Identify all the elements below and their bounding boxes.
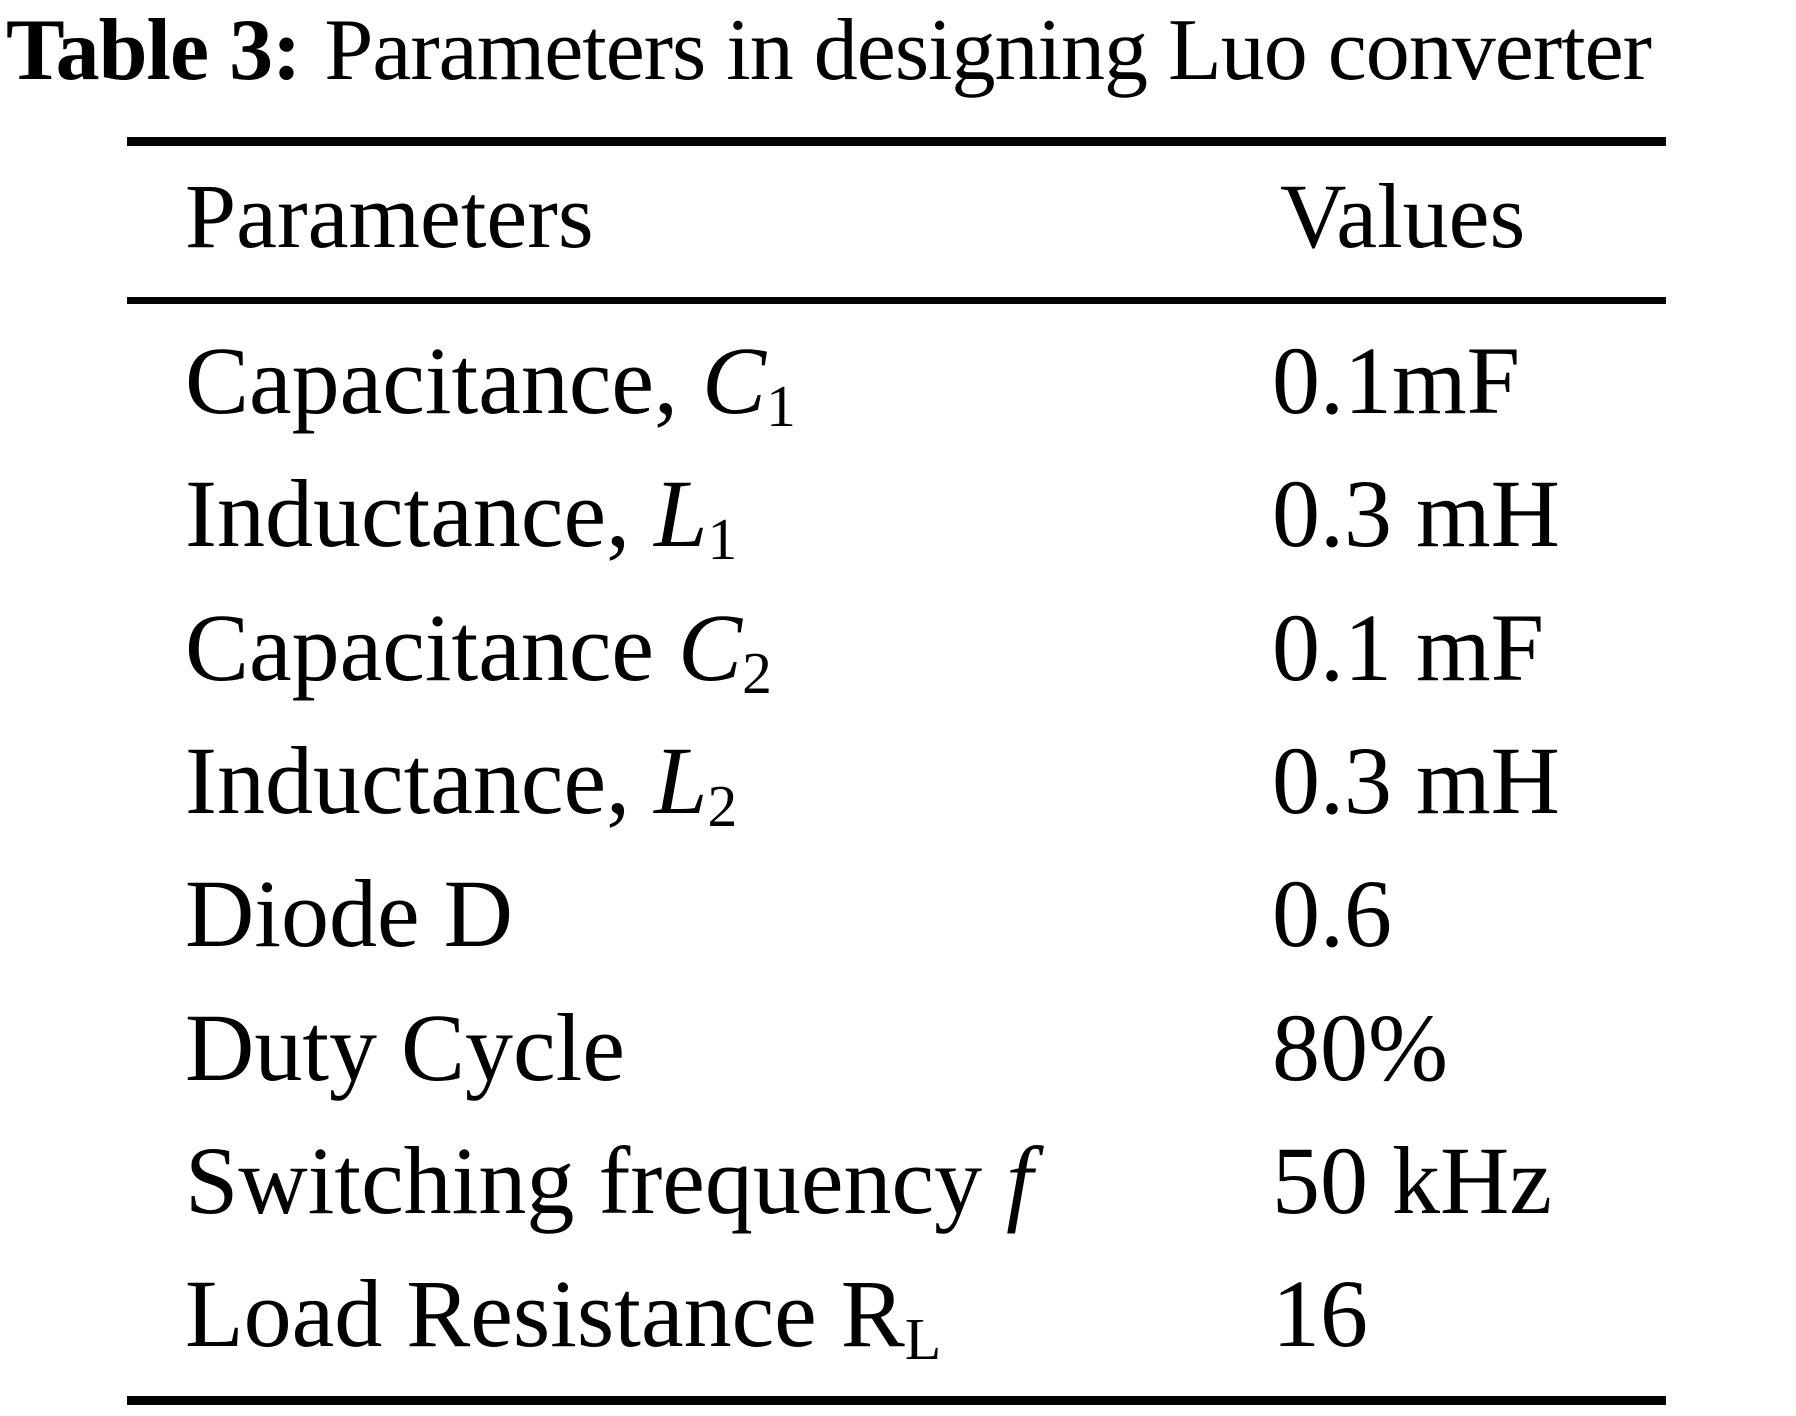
parameter-symbol: L [654, 727, 708, 834]
parameter-subscript: L [904, 1306, 942, 1373]
table-caption: Table 3: Parameters in designing Luo conv… [6, 2, 1652, 101]
parameter-label: Switching frequency [185, 1127, 1007, 1234]
parameter-cell: Capacitance C2 [185, 600, 772, 703]
parameter-subscript: 1 [707, 506, 738, 573]
parameter-cell: Switching frequency f [185, 1133, 1033, 1229]
value-cell: 0.1 mF [1272, 594, 1545, 701]
parameter-subscript: 2 [742, 640, 772, 707]
parameter-label: Load Resistance R [185, 1260, 905, 1367]
table-top-rule [127, 137, 1666, 146]
column-header-values: Values [1280, 165, 1526, 267]
parameter-subscript: 2 [707, 773, 738, 840]
table-row: Diode D 0.6 [0, 866, 1796, 1000]
parameter-label: Capacitance, [185, 327, 703, 434]
value-cell: 16 [1272, 1260, 1368, 1367]
value-cell: 50 kHz [1272, 1127, 1552, 1234]
table-row: Duty Cycle 80% [0, 1000, 1796, 1134]
parameter-label: Inductance, [185, 727, 655, 834]
parameter-label: Capacitance [185, 594, 679, 701]
parameter-cell: Duty Cycle [185, 1000, 625, 1096]
table-row: Switching frequency f 50 kHz [0, 1133, 1796, 1267]
value-cell: 80% [1272, 994, 1448, 1101]
table-row: Capacitance C2 0.1 mF [0, 600, 1796, 734]
parameter-cell: Capacitance, C1 [185, 333, 796, 436]
table-row: Capacitance, C1 0.1mF [0, 333, 1796, 467]
parameter-symbol: C [702, 327, 767, 434]
parameter-label: Diode D [185, 860, 513, 967]
table-caption-text: Parameters in designing Luo converter [324, 2, 1652, 99]
parameter-label: Inductance, [185, 460, 655, 567]
parameter-subscript: 1 [766, 373, 796, 440]
table-caption-label: Table 3: [6, 2, 301, 99]
value-cell: 0.3 mH [1272, 727, 1560, 834]
column-header-parameters: Parameters [185, 165, 594, 267]
parameter-symbol: f [1006, 1127, 1033, 1234]
value-cell: 0.6 [1272, 860, 1392, 967]
parameter-cell: Diode D [185, 866, 513, 962]
table-bottom-rule [127, 1396, 1666, 1405]
parameter-cell: Inductance, L2 [185, 733, 737, 836]
table-row: Inductance, L2 0.3 mH [0, 733, 1796, 867]
table-header-rule [127, 297, 1666, 304]
parameter-symbol: C [678, 594, 743, 701]
parameter-label: Duty Cycle [185, 994, 625, 1101]
table-row: Inductance, L1 0.3 mH [0, 466, 1796, 600]
parameter-symbol: L [654, 460, 708, 567]
parameter-cell: Load Resistance RL [185, 1266, 941, 1369]
value-cell: 0.3 mH [1272, 460, 1560, 567]
parameter-cell: Inductance, L1 [185, 466, 737, 569]
table-row: Load Resistance RL 16 [0, 1266, 1796, 1400]
value-cell: 0.1mF [1272, 327, 1521, 434]
